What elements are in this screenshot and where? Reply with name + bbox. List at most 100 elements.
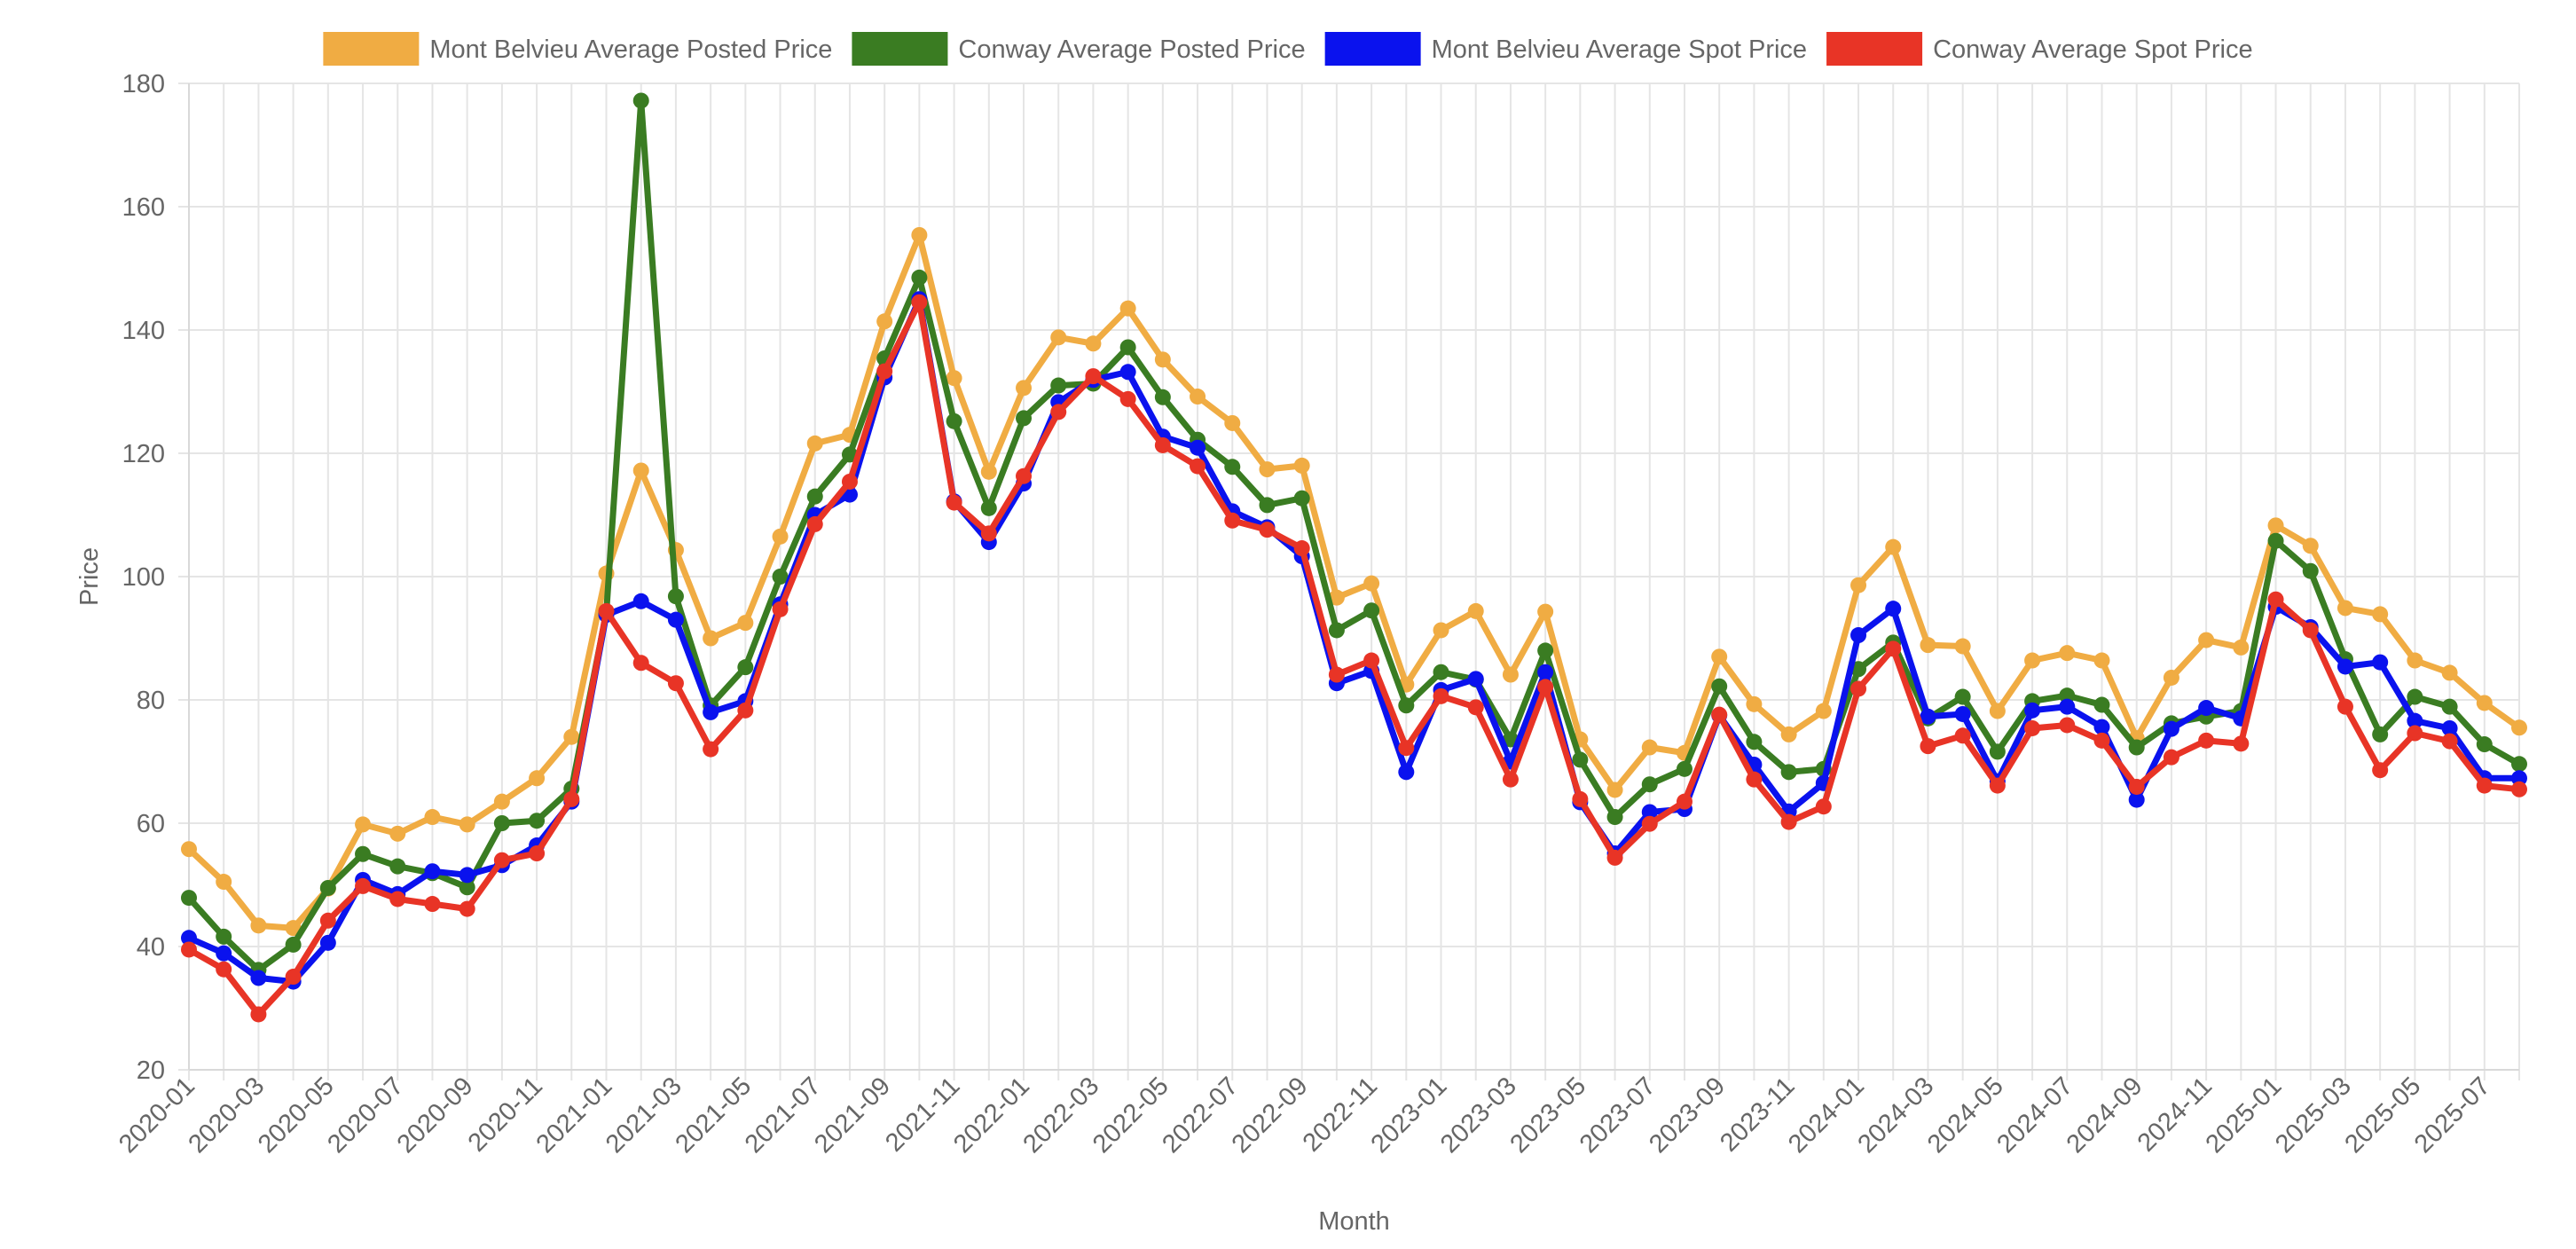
data-point-conway-average-posted-price[interactable] xyxy=(1119,339,1136,356)
data-point-conway-average-spot-price[interactable] xyxy=(1746,771,1763,788)
data-point-conway-average-spot-price[interactable] xyxy=(772,601,789,617)
data-point-mont-belvieu-average-spot-price[interactable] xyxy=(1641,804,1658,821)
data-point-conway-average-spot-price[interactable] xyxy=(2407,725,2423,742)
legend-item-conway-average-spot-price[interactable]: Conway Average Spot Price xyxy=(1826,32,2253,66)
data-point-mont-belvieu-average-posted-price[interactable] xyxy=(2372,606,2389,623)
data-point-conway-average-spot-price[interactable] xyxy=(632,655,649,672)
data-point-conway-average-spot-price[interactable] xyxy=(1224,512,1241,529)
data-point-mont-belvieu-average-posted-price[interactable] xyxy=(1954,638,1971,655)
data-point-mont-belvieu-average-spot-price[interactable] xyxy=(2441,719,2458,736)
data-point-mont-belvieu-average-posted-price[interactable] xyxy=(493,793,510,810)
data-point-conway-average-spot-price[interactable] xyxy=(250,1006,267,1023)
data-point-mont-belvieu-average-posted-price[interactable] xyxy=(250,917,267,934)
data-point-mont-belvieu-average-spot-price[interactable] xyxy=(250,970,267,986)
data-point-mont-belvieu-average-posted-price[interactable] xyxy=(1606,782,1623,798)
data-point-mont-belvieu-average-posted-price[interactable] xyxy=(2336,600,2353,617)
data-point-conway-average-posted-price[interactable] xyxy=(2511,756,2527,773)
data-point-mont-belvieu-average-posted-price[interactable] xyxy=(1190,389,1206,405)
data-point-conway-average-posted-price[interactable] xyxy=(1711,678,1728,695)
data-point-conway-average-spot-price[interactable] xyxy=(1293,540,1310,557)
data-point-conway-average-spot-price[interactable] xyxy=(946,494,962,511)
data-point-conway-average-spot-price[interactable] xyxy=(1259,522,1276,538)
data-point-mont-belvieu-average-posted-price[interactable] xyxy=(563,728,580,745)
data-point-mont-belvieu-average-posted-price[interactable] xyxy=(806,435,823,452)
data-point-conway-average-posted-price[interactable] xyxy=(841,446,858,463)
data-point-mont-belvieu-average-spot-price[interactable] xyxy=(1467,671,1484,687)
data-point-mont-belvieu-average-spot-price[interactable] xyxy=(216,945,232,962)
data-point-mont-belvieu-average-spot-price[interactable] xyxy=(2407,712,2423,729)
data-point-mont-belvieu-average-spot-price[interactable] xyxy=(2198,700,2215,717)
data-point-conway-average-posted-price[interactable] xyxy=(285,936,302,953)
data-point-mont-belvieu-average-posted-price[interactable] xyxy=(1224,414,1241,431)
data-point-mont-belvieu-average-spot-price[interactable] xyxy=(2336,658,2353,675)
data-point-conway-average-posted-price[interactable] xyxy=(181,890,197,907)
data-point-mont-belvieu-average-posted-price[interactable] xyxy=(1154,351,1171,368)
data-point-mont-belvieu-average-posted-price[interactable] xyxy=(1885,538,1902,555)
data-point-conway-average-posted-price[interactable] xyxy=(1154,389,1171,405)
data-point-conway-average-posted-price[interactable] xyxy=(946,412,962,429)
data-point-conway-average-spot-price[interactable] xyxy=(598,602,615,619)
data-point-mont-belvieu-average-spot-price[interactable] xyxy=(181,930,197,947)
data-point-conway-average-posted-price[interactable] xyxy=(1989,743,2006,760)
data-point-conway-average-spot-price[interactable] xyxy=(529,845,546,862)
data-point-conway-average-spot-price[interactable] xyxy=(2511,781,2527,797)
data-point-conway-average-posted-price[interactable] xyxy=(1746,734,1763,750)
data-point-conway-average-spot-price[interactable] xyxy=(216,961,232,978)
data-point-conway-average-posted-price[interactable] xyxy=(216,928,232,945)
data-point-mont-belvieu-average-posted-price[interactable] xyxy=(1711,648,1728,665)
data-point-mont-belvieu-average-posted-price[interactable] xyxy=(2407,652,2423,669)
data-point-conway-average-spot-price[interactable] xyxy=(1885,640,1902,657)
data-point-conway-average-posted-price[interactable] xyxy=(1224,459,1241,475)
data-point-mont-belvieu-average-posted-price[interactable] xyxy=(2024,652,2041,669)
data-point-conway-average-spot-price[interactable] xyxy=(737,702,754,719)
data-point-conway-average-spot-price[interactable] xyxy=(1641,815,1658,832)
data-point-mont-belvieu-average-posted-price[interactable] xyxy=(772,528,789,545)
data-point-conway-average-spot-price[interactable] xyxy=(2302,622,2319,639)
data-point-mont-belvieu-average-posted-price[interactable] xyxy=(876,313,893,330)
data-point-conway-average-spot-price[interactable] xyxy=(389,891,406,907)
data-point-mont-belvieu-average-posted-price[interactable] xyxy=(2093,652,2110,669)
data-point-conway-average-posted-price[interactable] xyxy=(632,92,649,109)
data-point-mont-belvieu-average-spot-price[interactable] xyxy=(1885,601,1902,617)
data-point-conway-average-spot-price[interactable] xyxy=(1676,793,1692,810)
data-point-conway-average-spot-price[interactable] xyxy=(2093,732,2110,749)
data-point-conway-average-spot-price[interactable] xyxy=(1954,727,1971,744)
data-point-conway-average-posted-price[interactable] xyxy=(1363,602,1380,619)
data-point-mont-belvieu-average-posted-price[interactable] xyxy=(1050,329,1067,346)
data-point-mont-belvieu-average-posted-price[interactable] xyxy=(2441,664,2458,681)
legend-item-mont-belvieu-average-posted-price[interactable]: Mont Belvieu Average Posted Price xyxy=(323,32,832,66)
data-point-conway-average-spot-price[interactable] xyxy=(1154,436,1171,453)
data-point-conway-average-posted-price[interactable] xyxy=(1293,490,1310,507)
data-point-conway-average-spot-price[interactable] xyxy=(493,852,510,868)
data-point-mont-belvieu-average-spot-price[interactable] xyxy=(1920,708,1936,725)
data-point-conway-average-spot-price[interactable] xyxy=(667,675,684,692)
data-point-mont-belvieu-average-posted-price[interactable] xyxy=(529,770,546,787)
data-point-conway-average-posted-price[interactable] xyxy=(1537,642,1554,659)
data-point-conway-average-posted-price[interactable] xyxy=(319,879,336,896)
data-point-conway-average-posted-price[interactable] xyxy=(2093,696,2110,713)
data-point-mont-belvieu-average-posted-price[interactable] xyxy=(2233,639,2250,656)
data-point-mont-belvieu-average-spot-price[interactable] xyxy=(2163,720,2179,737)
data-point-conway-average-posted-price[interactable] xyxy=(911,269,928,286)
data-point-mont-belvieu-average-posted-price[interactable] xyxy=(1433,622,1449,639)
data-point-conway-average-posted-price[interactable] xyxy=(2302,562,2319,579)
data-point-mont-belvieu-average-spot-price[interactable] xyxy=(2372,654,2389,671)
data-point-mont-belvieu-average-posted-price[interactable] xyxy=(911,226,928,243)
data-point-conway-average-spot-price[interactable] xyxy=(459,900,475,917)
data-point-mont-belvieu-average-posted-price[interactable] xyxy=(1537,603,1554,620)
data-point-mont-belvieu-average-spot-price[interactable] xyxy=(2024,702,2041,719)
data-point-conway-average-posted-price[interactable] xyxy=(1398,697,1415,714)
data-point-mont-belvieu-average-posted-price[interactable] xyxy=(1363,575,1380,592)
data-point-mont-belvieu-average-spot-price[interactable] xyxy=(2093,719,2110,735)
data-point-mont-belvieu-average-spot-price[interactable] xyxy=(1119,364,1136,381)
data-point-mont-belvieu-average-posted-price[interactable] xyxy=(2302,538,2319,554)
data-point-conway-average-spot-price[interactable] xyxy=(319,912,336,929)
data-point-mont-belvieu-average-spot-price[interactable] xyxy=(424,863,441,880)
data-point-conway-average-spot-price[interactable] xyxy=(563,790,580,807)
data-point-conway-average-spot-price[interactable] xyxy=(1433,687,1449,704)
data-point-mont-belvieu-average-posted-price[interactable] xyxy=(2267,517,2284,534)
data-point-conway-average-spot-price[interactable] xyxy=(2441,733,2458,750)
data-point-mont-belvieu-average-spot-price[interactable] xyxy=(632,593,649,609)
data-point-mont-belvieu-average-posted-price[interactable] xyxy=(2059,645,2076,662)
data-point-mont-belvieu-average-posted-price[interactable] xyxy=(424,809,441,826)
